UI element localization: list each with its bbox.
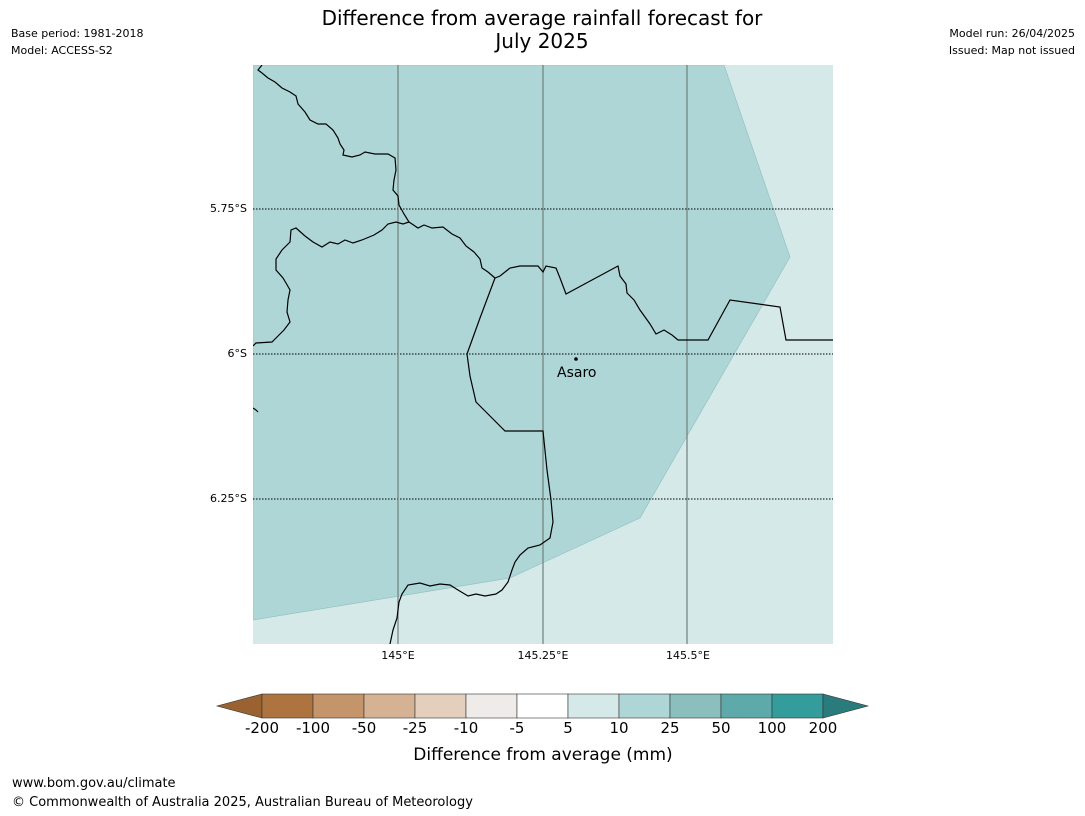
boundary-ridge — [408, 221, 833, 341]
colorbar-swatch — [771, 693, 824, 719]
colorbar-tick-label: 200 — [808, 719, 838, 737]
lat-label: 6.25°S — [210, 492, 247, 505]
province-boundaries — [253, 65, 833, 644]
footer-url[interactable]: www.bom.gov.au/climate — [12, 776, 176, 791]
footer-copyright: © Commonwealth of Australia 2025, Austra… — [12, 795, 473, 810]
colorbar-extend-low — [215, 693, 263, 719]
colorbar-tick-label: 5 — [563, 719, 573, 737]
colorbar-extend-high — [822, 693, 870, 719]
colorbar-swatch — [516, 693, 569, 719]
colorbar-tick-label: -100 — [295, 719, 331, 737]
lat-label: 5.75°S — [210, 202, 247, 215]
map-title: Difference from average rainfall forecas… — [242, 7, 842, 53]
colorbar-title: Difference from average (mm) — [413, 745, 673, 765]
colorbar-tick-label: -5 — [509, 719, 525, 737]
colorbar-swatch — [363, 693, 416, 719]
title-line-2: July 2025 — [495, 29, 589, 53]
colorbar-tick-label: 25 — [660, 719, 680, 737]
issued-text: Issued: Map not issued — [948, 44, 1075, 57]
colorbar-swatch — [414, 693, 467, 719]
base-period-text: Base period: 1981-2018 — [11, 27, 144, 40]
lon-label: 145.5°E — [666, 649, 710, 662]
lon-label: 145°E — [381, 649, 415, 662]
colorbar-swatch — [669, 693, 722, 719]
colorbar-swatch — [567, 693, 620, 719]
place-label-asaro: Asaro — [557, 365, 597, 381]
colorbar-tick-label: -25 — [402, 719, 428, 737]
model-text: Model: ACCESS-S2 — [11, 44, 113, 57]
meta-left: Base period: 1981-2018 Model: ACCESS-S2 — [11, 25, 143, 59]
colorbar-swatch — [720, 693, 773, 719]
meta-right: Model run: 26/04/2025 Issued: Map not is… — [949, 25, 1075, 59]
colorbar-swatch — [261, 693, 314, 719]
lon-label: 145.25°E — [517, 649, 569, 662]
colorbar-swatch — [465, 693, 518, 719]
boundary-central — [389, 277, 554, 644]
boundary-west-stub — [253, 407, 259, 413]
colorbar-tick-label: 100 — [757, 719, 787, 737]
title-line-1: Difference from average rainfall forecas… — [321, 6, 763, 30]
colorbar-tick-label: -10 — [453, 719, 479, 737]
colorbar-tick-label: 10 — [609, 719, 629, 737]
lat-label: 6°S — [227, 347, 247, 360]
colorbar-tick-label: 50 — [711, 719, 731, 737]
place-marker — [574, 357, 578, 361]
colorbar-tick-label: -200 — [244, 719, 280, 737]
colorbar-swatch — [312, 693, 365, 719]
model-run-text: Model run: 26/04/2025 — [949, 27, 1075, 40]
colorbar-tick-label: -50 — [351, 719, 377, 737]
colorbar-swatch — [618, 693, 671, 719]
rainfall-zone-10-25 — [253, 65, 791, 621]
